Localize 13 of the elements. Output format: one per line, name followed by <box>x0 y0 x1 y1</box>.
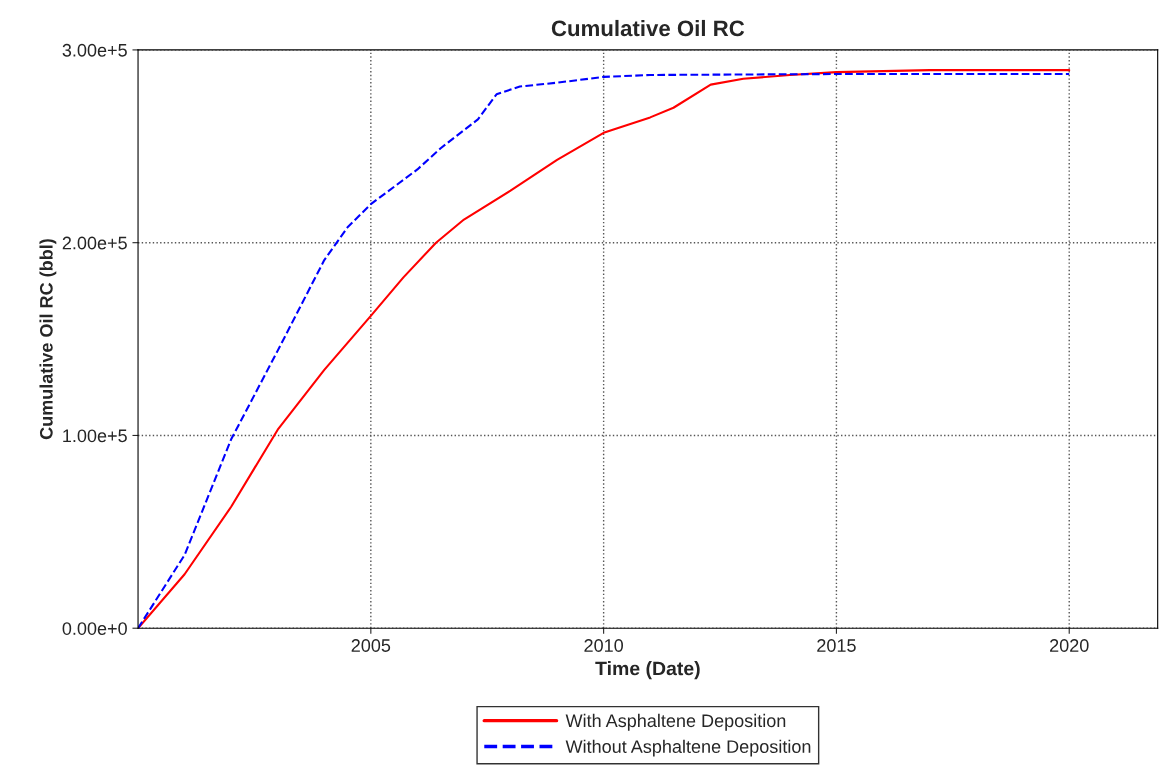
chart-title: Cumulative Oil RC <box>551 19 745 37</box>
legend-label: Without Asphaltene Deposition <box>565 739 811 757</box>
y-tick-label: 3.00e+5 <box>62 43 127 57</box>
legend-label: With Asphaltene Deposition <box>565 713 786 731</box>
x-tick-label: 2020 <box>1050 639 1089 652</box>
x-tick-label: 2015 <box>817 639 856 652</box>
x-tick-label: 2010 <box>584 639 624 652</box>
x-tick-label: 2005 <box>351 639 391 652</box>
y-tick-label: 1.00e+5 <box>63 429 127 443</box>
y-tick-label: 2.00e+5 <box>62 236 127 250</box>
y-axis-title: Cumulative Oil RC (bbl) <box>39 239 57 440</box>
y-tick-label: 0.00e+0 <box>62 622 127 635</box>
x-axis-title: Time (Date) <box>595 661 700 680</box>
